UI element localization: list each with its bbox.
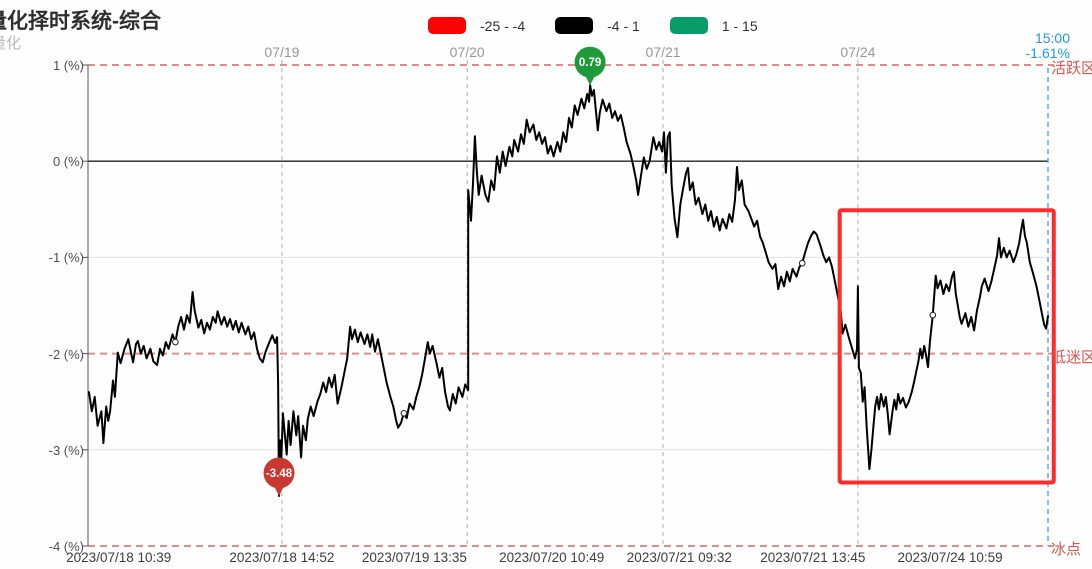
- legend-label: -4 - 1: [607, 17, 640, 34]
- legend-swatch: [669, 17, 708, 34]
- series-dot-marker: [172, 338, 179, 346]
- extreme-pin-label: 0.79: [579, 57, 601, 69]
- y-axis-label: 0 (%): [52, 154, 84, 170]
- page-title: 量化择时系统-综合: [0, 10, 161, 33]
- extreme-pin-balloon: [574, 46, 606, 78]
- x-axis-label: 2023/07/19 13:35: [361, 550, 467, 565]
- current-value-label: -1.61%: [1025, 45, 1070, 61]
- y-axis-label: -2 (%): [48, 346, 84, 362]
- x-axis-label: 2023/07/20 10:49: [499, 550, 605, 565]
- current-time-label: 15:00: [1034, 30, 1070, 46]
- legend-label: 1 - 15: [721, 17, 758, 34]
- y-axis-label: -3 (%): [48, 442, 84, 458]
- zone-label: 冰点: [1051, 541, 1082, 558]
- x-axis-label: 2023/07/18 10:39: [66, 550, 172, 565]
- extreme-pin-balloon: [263, 457, 295, 489]
- legend: -25 - -4 -4 - 1 1 - 15: [428, 17, 788, 34]
- watermark-logo: 量化: [0, 35, 22, 52]
- x-axis-label: 2023/07/21 09:32: [626, 550, 732, 565]
- legend-item-strong-negative[interactable]: -25 - -4: [428, 17, 539, 34]
- series-dot-marker: [400, 409, 408, 417]
- legend-item-positive[interactable]: 1 - 15: [669, 17, 772, 34]
- price-series-line: [88, 84, 1049, 497]
- x-axis-label: 2023/07/21 13:45: [760, 550, 866, 565]
- x-axis-label: 2023/07/24 10:59: [897, 550, 1003, 565]
- y-axis-label: -1 (%): [48, 250, 84, 266]
- extreme-pin-label: -3.48: [266, 468, 293, 480]
- legend-swatch: [428, 17, 466, 34]
- top-date-label: 07/24: [840, 44, 876, 60]
- legend-swatch: [555, 17, 594, 34]
- y-axis-label: 1 (%): [52, 58, 84, 73]
- x-axis-label: 2023/07/18 14:52: [229, 550, 335, 565]
- zone-label: 活跃区: [1051, 60, 1092, 77]
- series-dot-marker: [929, 311, 937, 319]
- legend-label: -25 - -4: [480, 17, 526, 34]
- top-date-label: 07/21: [645, 44, 681, 60]
- zone-label: 低迷区: [1051, 348, 1092, 366]
- highlight-box: [837, 208, 1056, 485]
- top-date-label: 07/19: [264, 44, 300, 60]
- top-date-label: 07/20: [449, 44, 485, 60]
- legend-item-neutral[interactable]: -4 - 1: [555, 17, 654, 34]
- y-axis-label: -4 (%): [48, 539, 84, 554]
- series-dot-marker: [798, 259, 806, 267]
